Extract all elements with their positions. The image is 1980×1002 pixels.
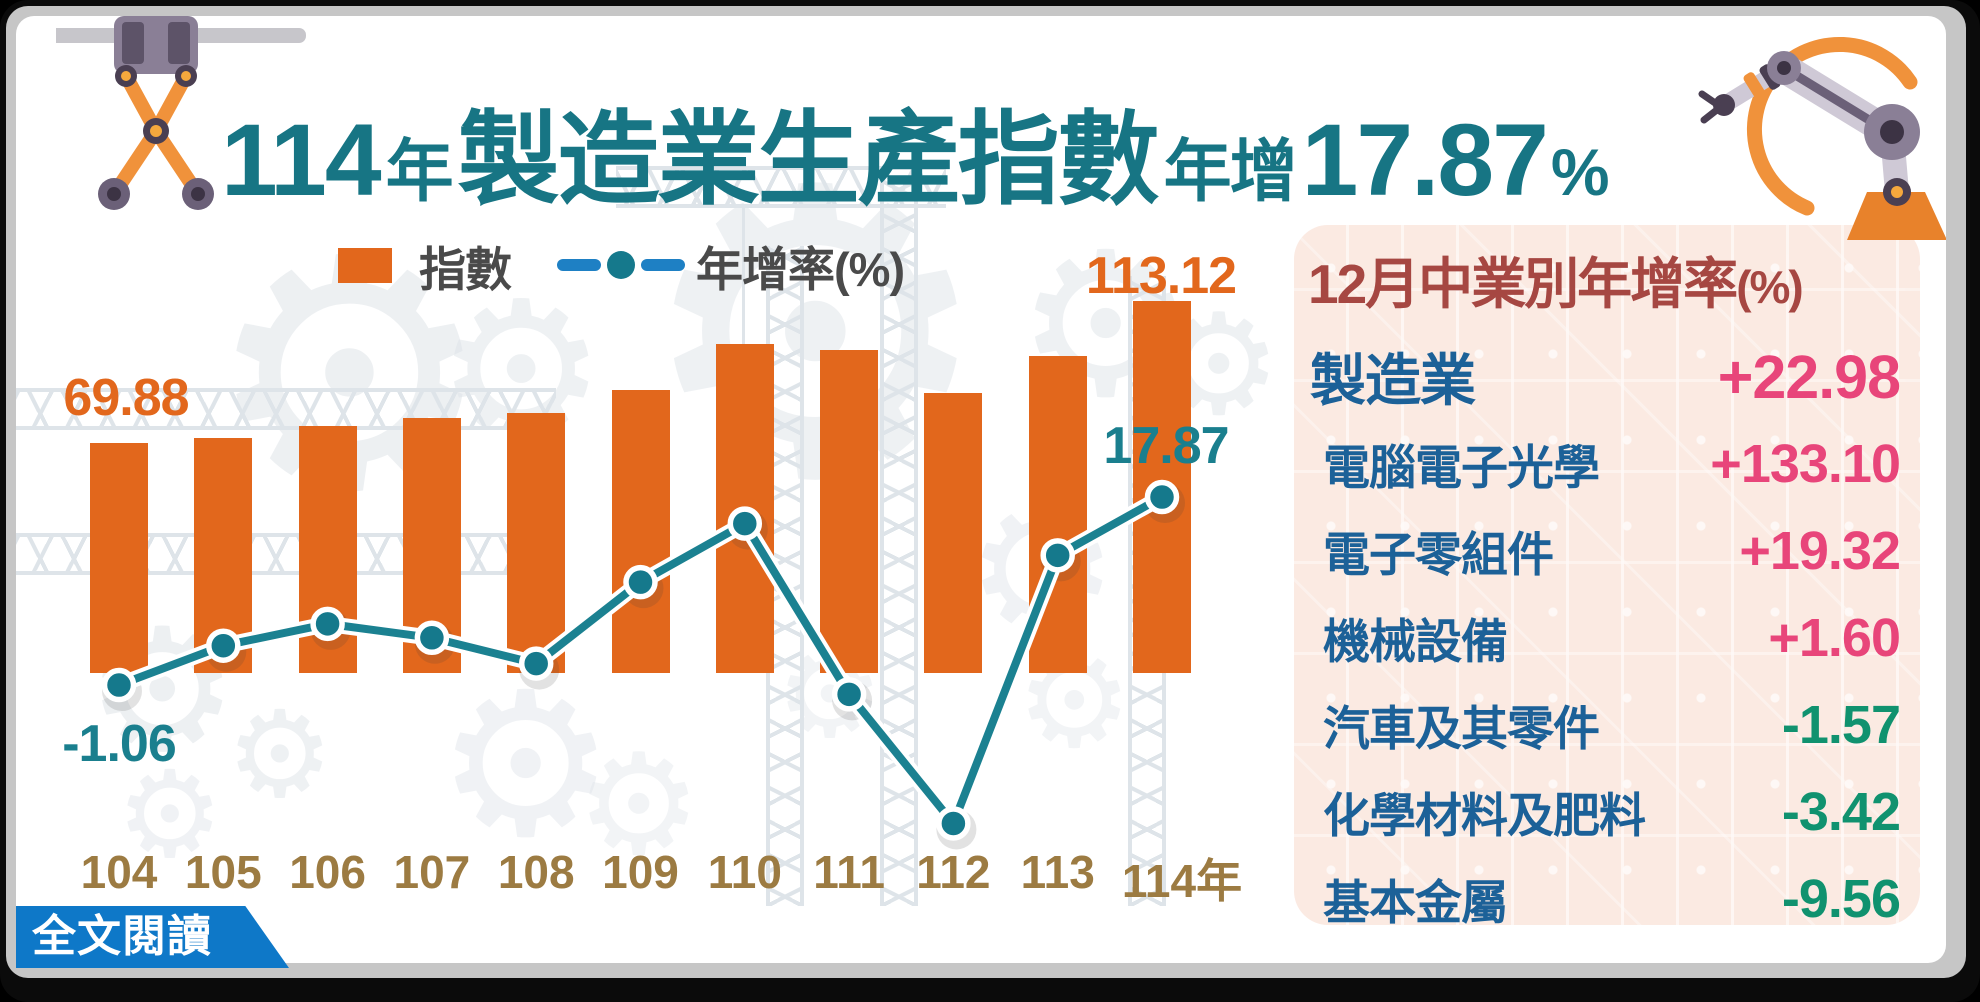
bar-108 xyxy=(507,413,566,673)
bar-legend-label: 指數 xyxy=(419,242,512,296)
industry-row: 電腦電子光學 +133.10 xyxy=(1308,420,1906,507)
industry-value: +1.60 xyxy=(1768,607,1901,668)
infographic-card: ⚙ ⚙ ⚙ ⚙ ⚙ ⚙ ⚙ ⚙ ⚙ ⚙ ⚙ ⚙ ⚙ 114 年 製造業生產指數 … xyxy=(16,16,1946,963)
read-more-button[interactable]: 全文閱讀 xyxy=(16,906,289,968)
page-title: 114 年 製造業生產指數 年增 17.87 % xyxy=(221,78,1610,225)
chart-legend: 指數 年增率(%) xyxy=(338,242,905,296)
panel-title: 12月中業別年增率(%) xyxy=(1308,239,1906,319)
legend-dash-icon xyxy=(557,259,601,271)
industry-row: 機械設備 +1.60 xyxy=(1308,594,1906,681)
industry-panel: 12月中業別年增率(%) 製造業 +22.98 電腦電子光學 +133.10 電子零組件… xyxy=(1294,225,1920,925)
x-axis-label-106: 106 xyxy=(289,846,366,898)
industry-label: 電子零組件 xyxy=(1323,528,1554,581)
industry-value: +133.10 xyxy=(1710,433,1901,494)
legend-dot-icon xyxy=(607,251,635,279)
industry-label: 製造業 xyxy=(1310,349,1476,412)
line-value-label-first: -1.06 xyxy=(62,715,177,773)
bar-value-label-first: 69.88 xyxy=(63,369,189,427)
title-growth-prefix: 年增 xyxy=(1163,134,1298,210)
industry-label: 化學材料及肥料 xyxy=(1323,789,1646,842)
bar-114年 xyxy=(1133,300,1191,673)
x-axis-label-109: 109 xyxy=(602,846,679,898)
bar-113 xyxy=(1028,356,1087,673)
bar-104 xyxy=(90,443,148,673)
industry-value: -1.57 xyxy=(1781,694,1901,755)
robot-claw-illustration xyxy=(56,16,306,210)
crane-cable xyxy=(742,204,745,344)
industry-label: 電腦電子光學 xyxy=(1323,441,1600,494)
bar-value-label-last: 113.12 xyxy=(1085,247,1237,305)
bar-112 xyxy=(924,392,983,673)
industry-value: +19.32 xyxy=(1739,520,1901,581)
x-axis-label-104: 104 xyxy=(80,846,158,898)
bar-111 xyxy=(820,350,879,673)
industry-label: 基本金屬 xyxy=(1323,876,1508,925)
x-axis-label-114年: 114年 xyxy=(1121,855,1243,907)
x-axis-label-110: 110 xyxy=(707,846,782,898)
industry-row: 化學材料及肥料 -3.42 xyxy=(1308,768,1906,855)
title-year: 114 xyxy=(221,103,382,217)
industry-value: +22.98 xyxy=(1717,342,1901,411)
x-axis-label-105: 105 xyxy=(184,846,262,898)
robot-arm-illustration xyxy=(1698,36,1946,240)
industry-value: -3.42 xyxy=(1781,781,1901,842)
industry-row: 製造業 +22.98 xyxy=(1308,333,1906,420)
gear-icon: ⚙ xyxy=(226,686,334,825)
bar-105 xyxy=(194,437,253,673)
bar-109 xyxy=(611,390,670,673)
read-more-label: 全文閱讀 xyxy=(32,912,212,961)
industry-rows: 製造業 +22.98 電腦電子光學 +133.10 電子零組件 +19.32 機械設備 +1.… xyxy=(1308,333,1906,926)
x-axis-label-107: 107 xyxy=(393,846,471,898)
panel-title-suffix: (%) xyxy=(1736,261,1804,313)
dot-112 xyxy=(936,806,971,841)
line-legend-marker xyxy=(557,251,685,279)
title-growth-value: 17.87 xyxy=(1301,103,1549,217)
x-axis-label-108: 108 xyxy=(497,846,575,898)
title-percent-sign: % xyxy=(1550,135,1610,209)
industry-row: 電子零組件 +19.32 xyxy=(1308,507,1906,594)
legend-dash-icon xyxy=(641,259,685,271)
industry-row: 汽車及其零件 -1.57 xyxy=(1308,681,1906,768)
x-axis-label-111: 111 xyxy=(813,846,885,898)
industry-value: -9.56 xyxy=(1781,868,1901,926)
line-legend-label: 年增率(%) xyxy=(696,242,905,296)
bar-106 xyxy=(298,426,357,673)
industry-label: 機械設備 xyxy=(1323,615,1508,668)
construction-truss xyxy=(16,388,556,430)
industry-label: 汽車及其零件 xyxy=(1323,702,1600,755)
industry-row: 基本金屬 -9.56 xyxy=(1308,855,1906,926)
panel-title-text: 12月中業別年增率 xyxy=(1308,253,1738,315)
line-value-label-last: 17.87 xyxy=(1103,417,1229,475)
bar-legend-swatch xyxy=(338,247,392,283)
title-year-unit: 年 xyxy=(385,134,454,210)
bar-110 xyxy=(715,343,774,673)
x-axis-label-113: 113 xyxy=(1020,846,1095,898)
title-subject: 製造業生產指數 xyxy=(457,103,1160,217)
bar-107 xyxy=(402,417,461,673)
x-axis-label-112: 112 xyxy=(916,846,991,898)
